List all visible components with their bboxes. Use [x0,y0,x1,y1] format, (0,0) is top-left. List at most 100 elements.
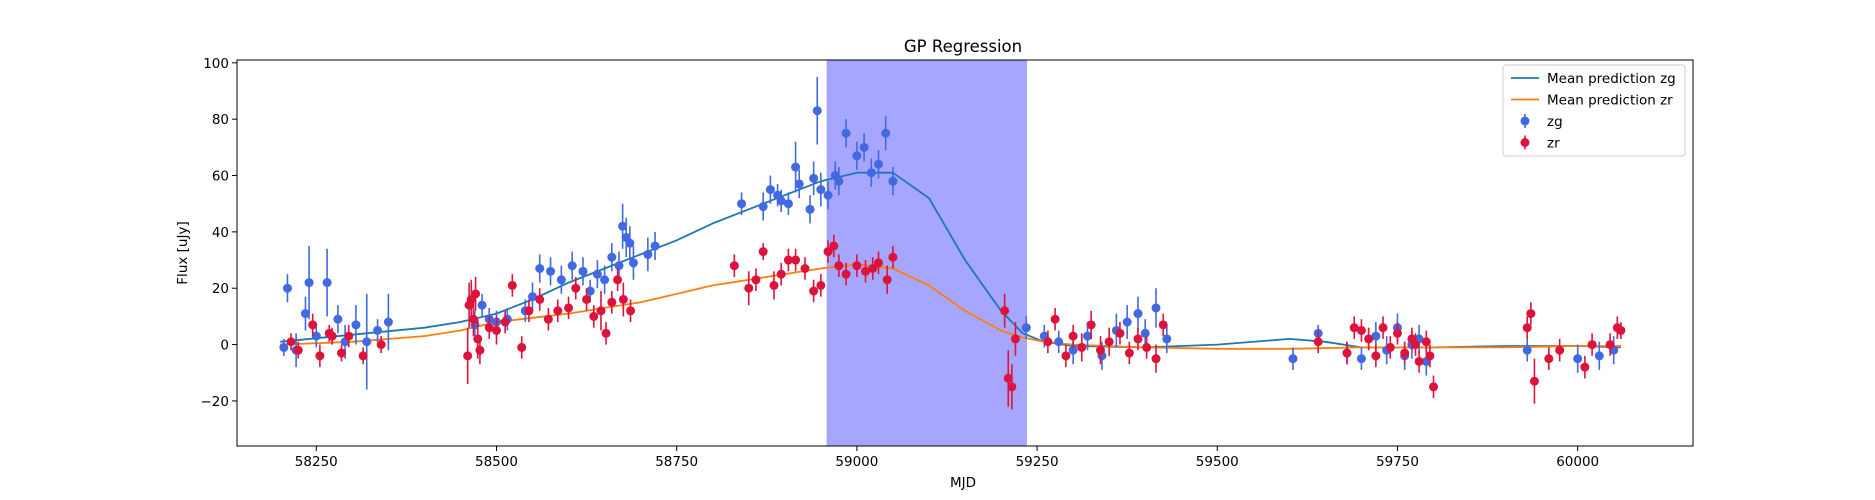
zr-point [358,351,368,361]
zr-point [571,283,581,293]
y-tick-label: 20 [212,281,229,297]
y-axis-ticks: −20 0 20 40 60 80 100 [201,56,237,410]
zg-point [758,202,768,212]
zg-point [834,176,844,186]
zg-point [585,286,595,296]
zg-point [383,317,393,327]
zr-point [582,294,592,304]
zg-point [1162,334,1172,344]
zr-point [1003,373,1013,383]
zg-point [888,176,898,186]
zr-point [1587,340,1597,350]
zg-point [556,275,566,285]
zr-point [607,297,617,307]
zr-point [776,269,786,279]
zr-point [841,269,851,279]
zr-point [1313,337,1323,347]
zg-point [607,252,617,262]
zr-point [791,255,801,265]
zr-point [596,306,606,316]
zr-point [344,331,354,341]
zr-point [861,266,871,276]
zr-point [1526,309,1536,319]
zg-point [805,204,815,214]
legend-label: Mean prediction zr [1547,93,1673,109]
zr-point [823,247,833,257]
shaded-region [826,60,1027,446]
zr-point [1555,345,1565,355]
zr-point [1142,342,1152,352]
zr-point [543,314,553,324]
zr-point [564,303,574,313]
x-tick-label: 58750 [655,454,698,470]
zg-point [279,342,289,352]
zr-point [601,328,611,338]
zg-point [852,151,862,161]
zr-point [1096,345,1106,355]
zr-point [1061,351,1071,361]
zg-point [1133,309,1143,319]
zg-point [866,168,876,178]
zr-point [315,351,325,361]
zr-point [468,314,478,324]
zr-point [868,263,878,273]
zg-point [1594,351,1604,361]
zr-point [1544,354,1554,364]
zr-point [471,289,481,299]
legend-label: Mean prediction zg [1547,71,1676,87]
zr-point [1421,337,1431,347]
y-tick-label: 40 [212,225,229,241]
zg-point [351,320,361,330]
zr-point [1371,351,1381,361]
zr-point [1616,325,1626,335]
zr-point [491,325,501,335]
zr-point [613,275,623,285]
zr-point [758,247,768,257]
zr-point [1158,320,1168,330]
zg-point [1054,337,1064,347]
plot-area: 58250 58500 58750 59000 59250 59500 59750 60000… [201,56,1694,470]
zr-point [1050,314,1060,324]
zr-point [286,337,296,347]
zg-point [477,300,487,310]
axes-frame [236,59,1694,447]
x-tick-label: 59250 [1016,454,1059,470]
zr-point [1115,328,1125,338]
zg-point [567,261,577,271]
zr-point [816,280,826,290]
zr-point [1410,340,1420,350]
zr-point [1151,354,1161,364]
zr-point [1068,331,1078,341]
zr-point [729,261,739,271]
zg-point [282,283,292,293]
x-tick-label: 59500 [1196,454,1239,470]
zr-point [783,255,793,265]
zg-point [373,325,383,335]
zr-point [1043,337,1053,347]
zr-point [618,294,628,304]
zg-point [362,337,372,347]
zg-point [1356,354,1366,364]
zg-point [1371,331,1381,341]
zg-point [1068,345,1078,355]
zr-point [1364,334,1374,344]
x-tick-label: 59750 [1376,454,1419,470]
zr-point [308,320,318,330]
zg-point [737,199,747,209]
zg-point [1122,317,1132,327]
zr-point [1124,348,1134,358]
zg-point [1151,303,1161,313]
zr-point [834,261,844,271]
zg-point [300,309,310,319]
zg-point [311,331,321,341]
zg-point [1573,354,1583,364]
zr-point [517,342,527,352]
zr-point [852,261,862,271]
zr-point [293,345,303,355]
zg-point [1021,323,1031,333]
zr-point [327,331,337,341]
zr-point [376,340,386,350]
zg-point [1083,331,1093,341]
zg-point [1140,328,1150,338]
